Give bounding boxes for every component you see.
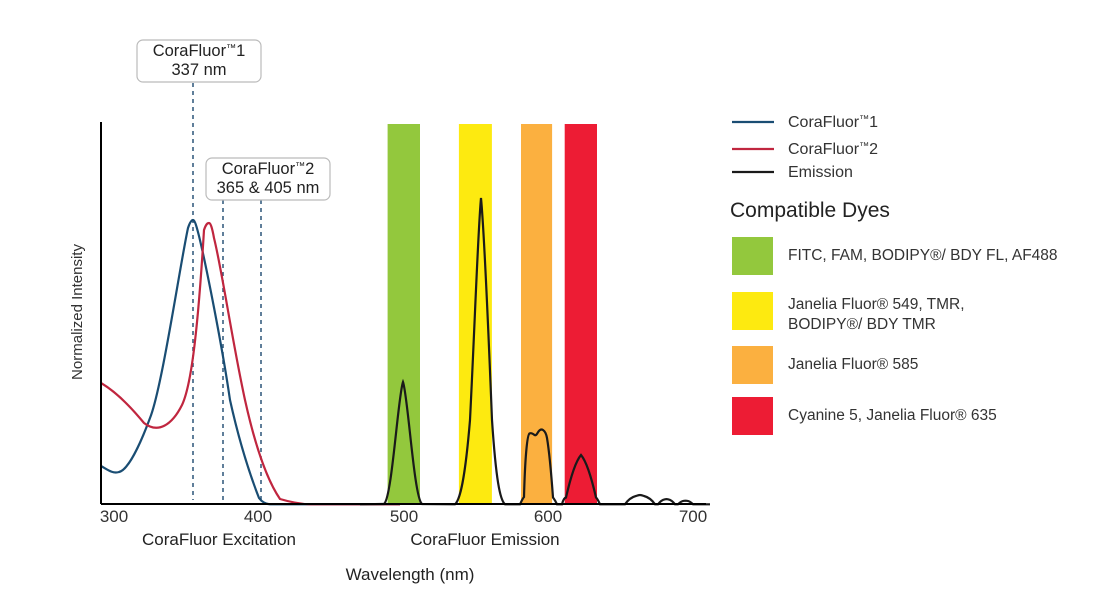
svg-text:CoraFluor Excitation: CoraFluor Excitation [142,530,296,549]
svg-text:400: 400 [244,507,272,526]
svg-text:500: 500 [390,507,418,526]
svg-text:BODIPY®/ BDY TMR: BODIPY®/ BDY TMR [788,316,936,333]
svg-text:700: 700 [679,507,707,526]
svg-text:600: 600 [534,507,562,526]
svg-text:337 nm: 337 nm [171,61,226,79]
svg-text:Janelia Fluor® 585: Janelia Fluor® 585 [788,356,918,373]
svg-text:FITC, FAM, BODIPY®/ BDY FL, AF: FITC, FAM, BODIPY®/ BDY FL, AF488 [788,247,1058,264]
svg-text:300: 300 [100,507,128,526]
svg-text:CoraFluor™2: CoraFluor™2 [788,141,878,158]
svg-text:Emission: Emission [788,164,853,181]
svg-text:Wavelength (nm): Wavelength (nm) [346,565,475,584]
svg-text:365 & 405 nm: 365 & 405 nm [217,179,320,197]
svg-text:Compatible Dyes: Compatible Dyes [730,199,890,222]
svg-text:Cyanine 5, Janelia Fluor® 635: Cyanine 5, Janelia Fluor® 635 [788,407,997,424]
svg-text:Janelia Fluor® 549, TMR,: Janelia Fluor® 549, TMR, [788,296,965,313]
svg-text:CoraFluor Emission: CoraFluor Emission [410,530,559,549]
svg-text:Normalized Intensity: Normalized Intensity [69,244,86,380]
svg-text:CoraFluor™1: CoraFluor™1 [788,114,878,131]
